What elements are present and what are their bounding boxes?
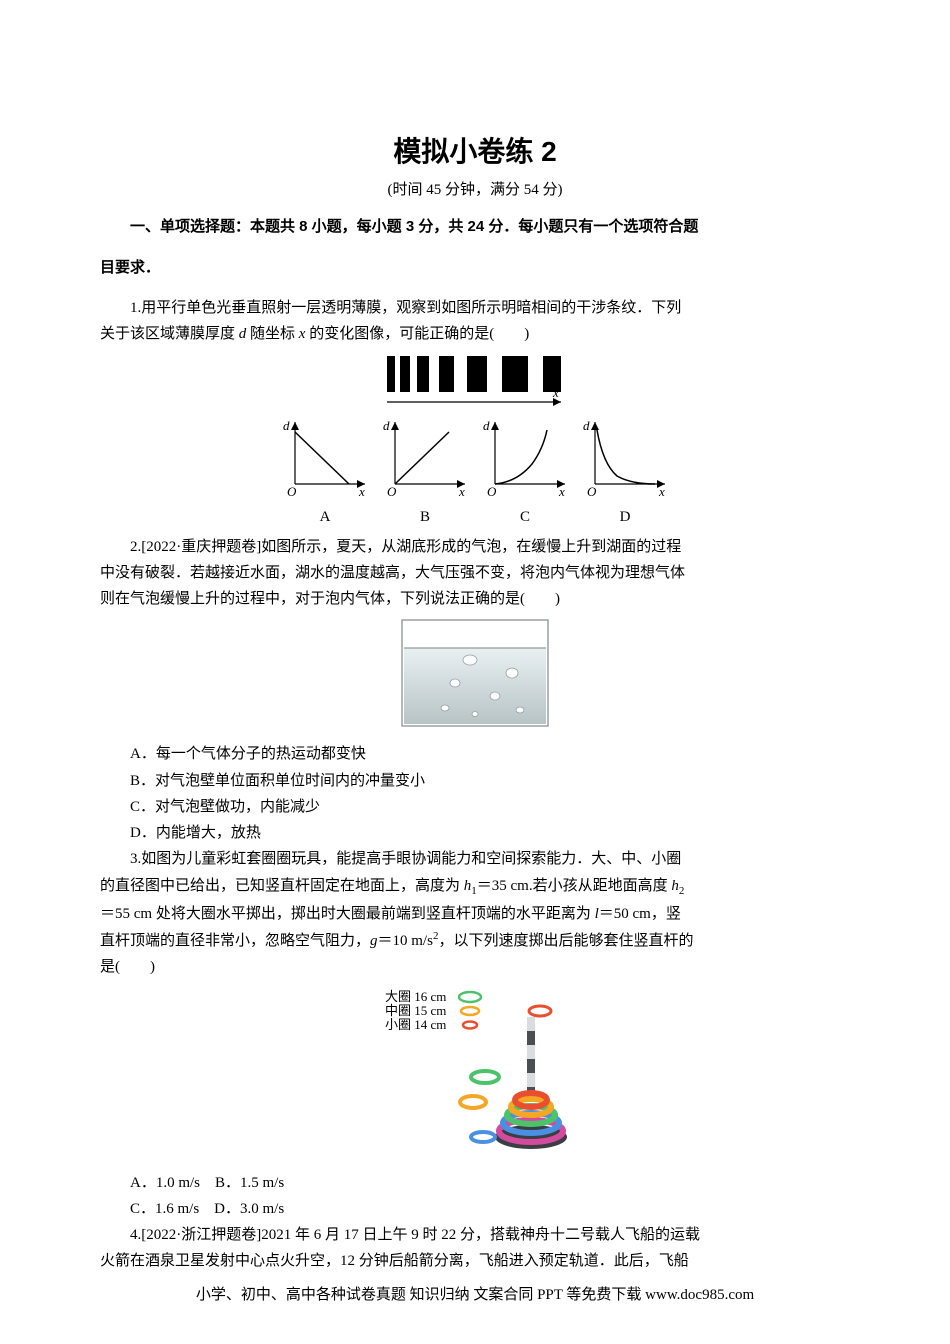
- page-footer: 小学、初中、高中各种试卷真题 知识归纳 文案合同 PPT 等免费下载 www.d…: [0, 1283, 950, 1304]
- q2-line1: 2.[2022·重庆押题卷]如图所示，夏天，从湖底形成的气泡，在缓慢上升到湖面的…: [100, 534, 850, 560]
- svg-text:O: O: [487, 484, 497, 499]
- q4-line1: 4.[2022·浙江押题卷]2021 年 6 月 17 日上午 9 时 22 分…: [100, 1222, 850, 1248]
- bubble-image: [400, 618, 550, 728]
- q1-graph-D: d O x D: [577, 414, 673, 526]
- q4-line2: 火箭在酒泉卫星发射中心点火升空，12 分钟后船箭分离，飞船进入预定轨道．此后，飞…: [100, 1248, 850, 1274]
- mid-ring-label: 中圈 15 cm: [385, 1003, 446, 1018]
- svg-text:d: d: [583, 418, 590, 433]
- small-ring-label: 小圈 14 cm: [385, 1017, 446, 1032]
- svg-text:x: x: [552, 385, 559, 400]
- pole: [527, 1017, 535, 1101]
- q3-opt-CD: C．1.6 m/s D．3.0 m/s: [100, 1196, 850, 1222]
- page-subtitle: (时间 45 分钟，满分 54 分): [100, 178, 850, 199]
- q1-graph-A: d O x A: [277, 414, 373, 526]
- q3-line5: 是( ): [100, 954, 850, 980]
- fringe-pattern: x: [385, 354, 565, 409]
- q3-line3: ＝55 cm 处将大圈水平掷出，掷出时大圈最前端到竖直杆顶端的水平距离为 l＝5…: [100, 901, 850, 927]
- axis-O-label: O: [287, 484, 297, 499]
- axis-d-label: d: [283, 418, 290, 433]
- q3-figure: 大圈 16 cm 中圈 15 cm 小圈 14 cm: [100, 987, 850, 1162]
- page-title: 模拟小卷练 2: [100, 130, 850, 170]
- svg-text:x: x: [458, 484, 465, 499]
- section-1-header-2: 目要求．: [100, 255, 850, 281]
- svg-text:O: O: [387, 484, 397, 499]
- svg-text:x: x: [658, 484, 665, 499]
- q2-line3: 则在气泡缓慢上升的过程中，对于泡内气体，下列说法正确的是( ): [100, 586, 850, 612]
- svg-text:x: x: [558, 484, 565, 499]
- q3-line1: 3.如图为儿童彩虹套圈圈玩具，能提高手眼协调能力和空间探索能力．大、中、小圈: [100, 846, 850, 872]
- svg-text:O: O: [587, 484, 597, 499]
- svg-text:d: d: [483, 418, 490, 433]
- q1-line2: 关于该区域薄膜厚度 d 随坐标 x 的变化图像，可能正确的是( ): [100, 321, 850, 347]
- axis-x-label: x: [358, 484, 365, 499]
- q3-opt-AB: A．1.0 m/s B．1.5 m/s: [100, 1170, 850, 1196]
- q1-graph-C: d O x C: [477, 414, 573, 526]
- ring-toss-image: 大圈 16 cm 中圈 15 cm 小圈 14 cm: [365, 987, 585, 1157]
- q3-line2: 的直径图中已给出，已知竖直杆固定在地面上，高度为 h1＝35 cm.若小孩从距地…: [100, 873, 850, 901]
- q1-graph-B: d O x B: [377, 414, 473, 526]
- q2-opt-B: B．对气泡壁单位面积单位时间内的冲量变小: [100, 768, 850, 794]
- q1-line1: 1.用平行单色光垂直照射一层透明薄膜，观察到如图所示明暗相间的干涉条纹．下列: [100, 295, 850, 321]
- q2-opt-C: C．对气泡壁做功，内能减少: [100, 794, 850, 820]
- q1-figure: x d O x A d O: [100, 354, 850, 526]
- q2-figure: [100, 618, 850, 733]
- q2-opt-A: A．每一个气体分子的热运动都变快: [100, 741, 850, 767]
- q3-line4: 直杆顶端的直径非常小，忽略空气阻力，g＝10 m/s2，以下列速度掷出后能够套住…: [100, 927, 850, 954]
- big-ring-label: 大圈 16 cm: [385, 989, 446, 1004]
- section-1-header: 一、单项选择题：本题共 8 小题，每小题 3 分，共 24 分．每小题只有一个选…: [100, 214, 850, 240]
- exam-page: 模拟小卷练 2 (时间 45 分钟，满分 54 分) 一、单项选择题：本题共 8…: [0, 0, 950, 1344]
- q2-opt-D: D．内能增大，放热: [100, 820, 850, 846]
- q2-line2: 中没有破裂．若越接近水面，湖水的温度越高，大气压强不变，将泡内气体视为理想气体: [100, 560, 850, 586]
- svg-text:d: d: [383, 418, 390, 433]
